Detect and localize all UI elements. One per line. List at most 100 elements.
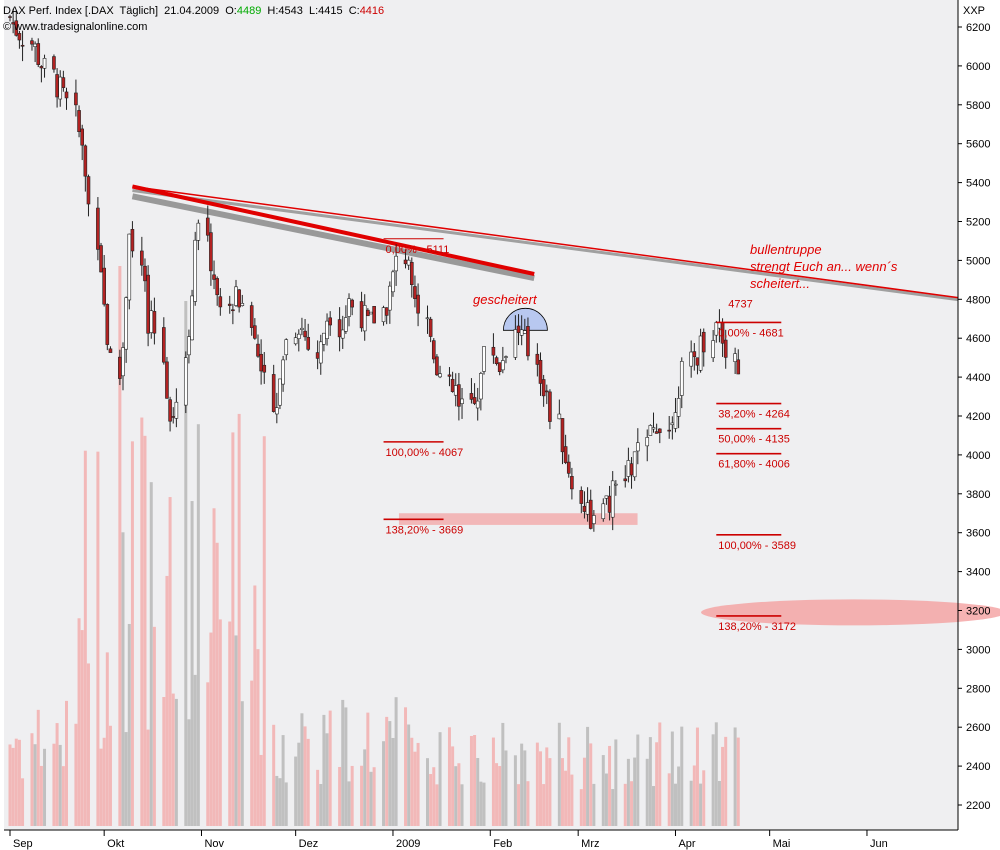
- volume-bar: [473, 735, 477, 826]
- candle-body: [698, 335, 703, 371]
- candle-body: [14, 20, 19, 36]
- volume-bar: [677, 766, 681, 826]
- volume-bar: [39, 765, 43, 826]
- header-symbol: DAX Perf. Index [.DAX: [3, 5, 114, 17]
- candle-body: [447, 374, 452, 377]
- volume-bar: [99, 748, 103, 826]
- candle-body: [196, 222, 201, 241]
- candle-body: [42, 58, 47, 69]
- volume-bar: [124, 732, 128, 826]
- candle-body: [535, 353, 540, 365]
- trendline-shadow: [131, 193, 535, 281]
- volume-bar: [77, 618, 81, 826]
- volume-bar: [523, 750, 527, 826]
- support-zones: [398, 307, 1000, 626]
- volume-bar: [127, 623, 131, 826]
- volume-bar: [451, 746, 455, 826]
- volume-bar: [303, 726, 307, 826]
- volume-bar: [146, 729, 150, 826]
- volume-bar: [721, 746, 725, 826]
- volume-bar: [316, 769, 320, 826]
- volume-bar: [695, 727, 699, 826]
- candle-body: [657, 428, 662, 434]
- candle-body: [629, 463, 634, 476]
- candle-body: [435, 356, 439, 376]
- candle-body: [190, 295, 194, 341]
- volume-bar: [636, 734, 640, 826]
- x-tick-label: Feb: [493, 838, 512, 850]
- y-tick-label: 2800: [966, 683, 990, 695]
- volume-bar: [11, 747, 15, 826]
- candle-body: [431, 340, 436, 360]
- x-tick-label: Dez: [299, 838, 319, 850]
- volume-bar: [215, 542, 219, 826]
- volume-bar: [14, 738, 18, 826]
- volume-bar: [404, 707, 408, 826]
- volume-bar: [582, 757, 586, 826]
- resistance-trendline: [131, 184, 959, 302]
- volume-bar: [567, 737, 571, 826]
- candle-body: [582, 505, 587, 512]
- candle-body: [651, 427, 656, 430]
- candle-body: [303, 330, 307, 338]
- volume-bar: [58, 744, 62, 826]
- volume-bar: [724, 736, 728, 826]
- candle-body: [52, 56, 56, 70]
- candle-body: [318, 341, 323, 364]
- candle-body: [256, 343, 260, 357]
- candle-body: [482, 346, 486, 372]
- candle-body: [648, 425, 653, 436]
- candle-body: [140, 250, 144, 266]
- y-tick-label: 2200: [966, 800, 990, 812]
- volume-bar: [454, 766, 458, 826]
- candle-body: [450, 378, 455, 392]
- volume-bar: [391, 737, 395, 826]
- candle-body: [513, 329, 518, 358]
- volume-bar: [61, 766, 65, 826]
- volume-bar: [218, 619, 222, 826]
- volume-bar: [457, 763, 461, 826]
- candle-body: [475, 400, 480, 409]
- candle-body: [306, 336, 311, 350]
- candle-body: [516, 325, 521, 333]
- volume-bar: [416, 742, 420, 826]
- header-date: 21.04.2009: [164, 5, 219, 17]
- y-tick-label: 2600: [966, 722, 990, 734]
- y-tick-label: 4800: [966, 294, 990, 306]
- volume-bar: [560, 758, 564, 826]
- candle-body: [215, 278, 219, 296]
- volume-bar: [517, 784, 521, 826]
- y-tick-label: 4000: [966, 450, 990, 462]
- candle-body: [501, 360, 505, 371]
- candle-body: [231, 309, 235, 312]
- volume-bar: [55, 723, 59, 826]
- chart-header: DAX Perf. Index [.DAX Täglich] 21.04.200…: [3, 5, 985, 33]
- candle-body: [259, 353, 263, 372]
- candle-body: [701, 331, 706, 353]
- candle-body: [388, 285, 392, 311]
- candle-body: [271, 374, 276, 412]
- candle-body: [237, 289, 241, 308]
- volume-bar: [278, 778, 282, 826]
- candle-body: [328, 317, 332, 326]
- volume-bar: [259, 754, 263, 826]
- candle-body: [146, 274, 150, 334]
- volume-bar: [570, 774, 574, 826]
- volume-bar: [17, 739, 21, 826]
- candle-body: [403, 259, 408, 265]
- volume-bar: [74, 723, 78, 826]
- volume-bar: [586, 726, 590, 826]
- fib-label: 38,20% - 4264: [718, 409, 790, 421]
- volume-bar: [212, 508, 216, 826]
- candle-body: [711, 340, 715, 359]
- volume-bar: [338, 766, 342, 826]
- volume-bar: [284, 782, 288, 826]
- volume-bar: [187, 719, 191, 826]
- volume-bar: [234, 635, 238, 826]
- header-line: DAX Perf. Index [.DAX Täglich] 21.04.200…: [3, 5, 384, 17]
- fib-label: 50,00% - 4135: [718, 434, 790, 446]
- candle-body: [381, 307, 386, 323]
- candle-body: [369, 311, 373, 315]
- candle-body: [300, 327, 304, 330]
